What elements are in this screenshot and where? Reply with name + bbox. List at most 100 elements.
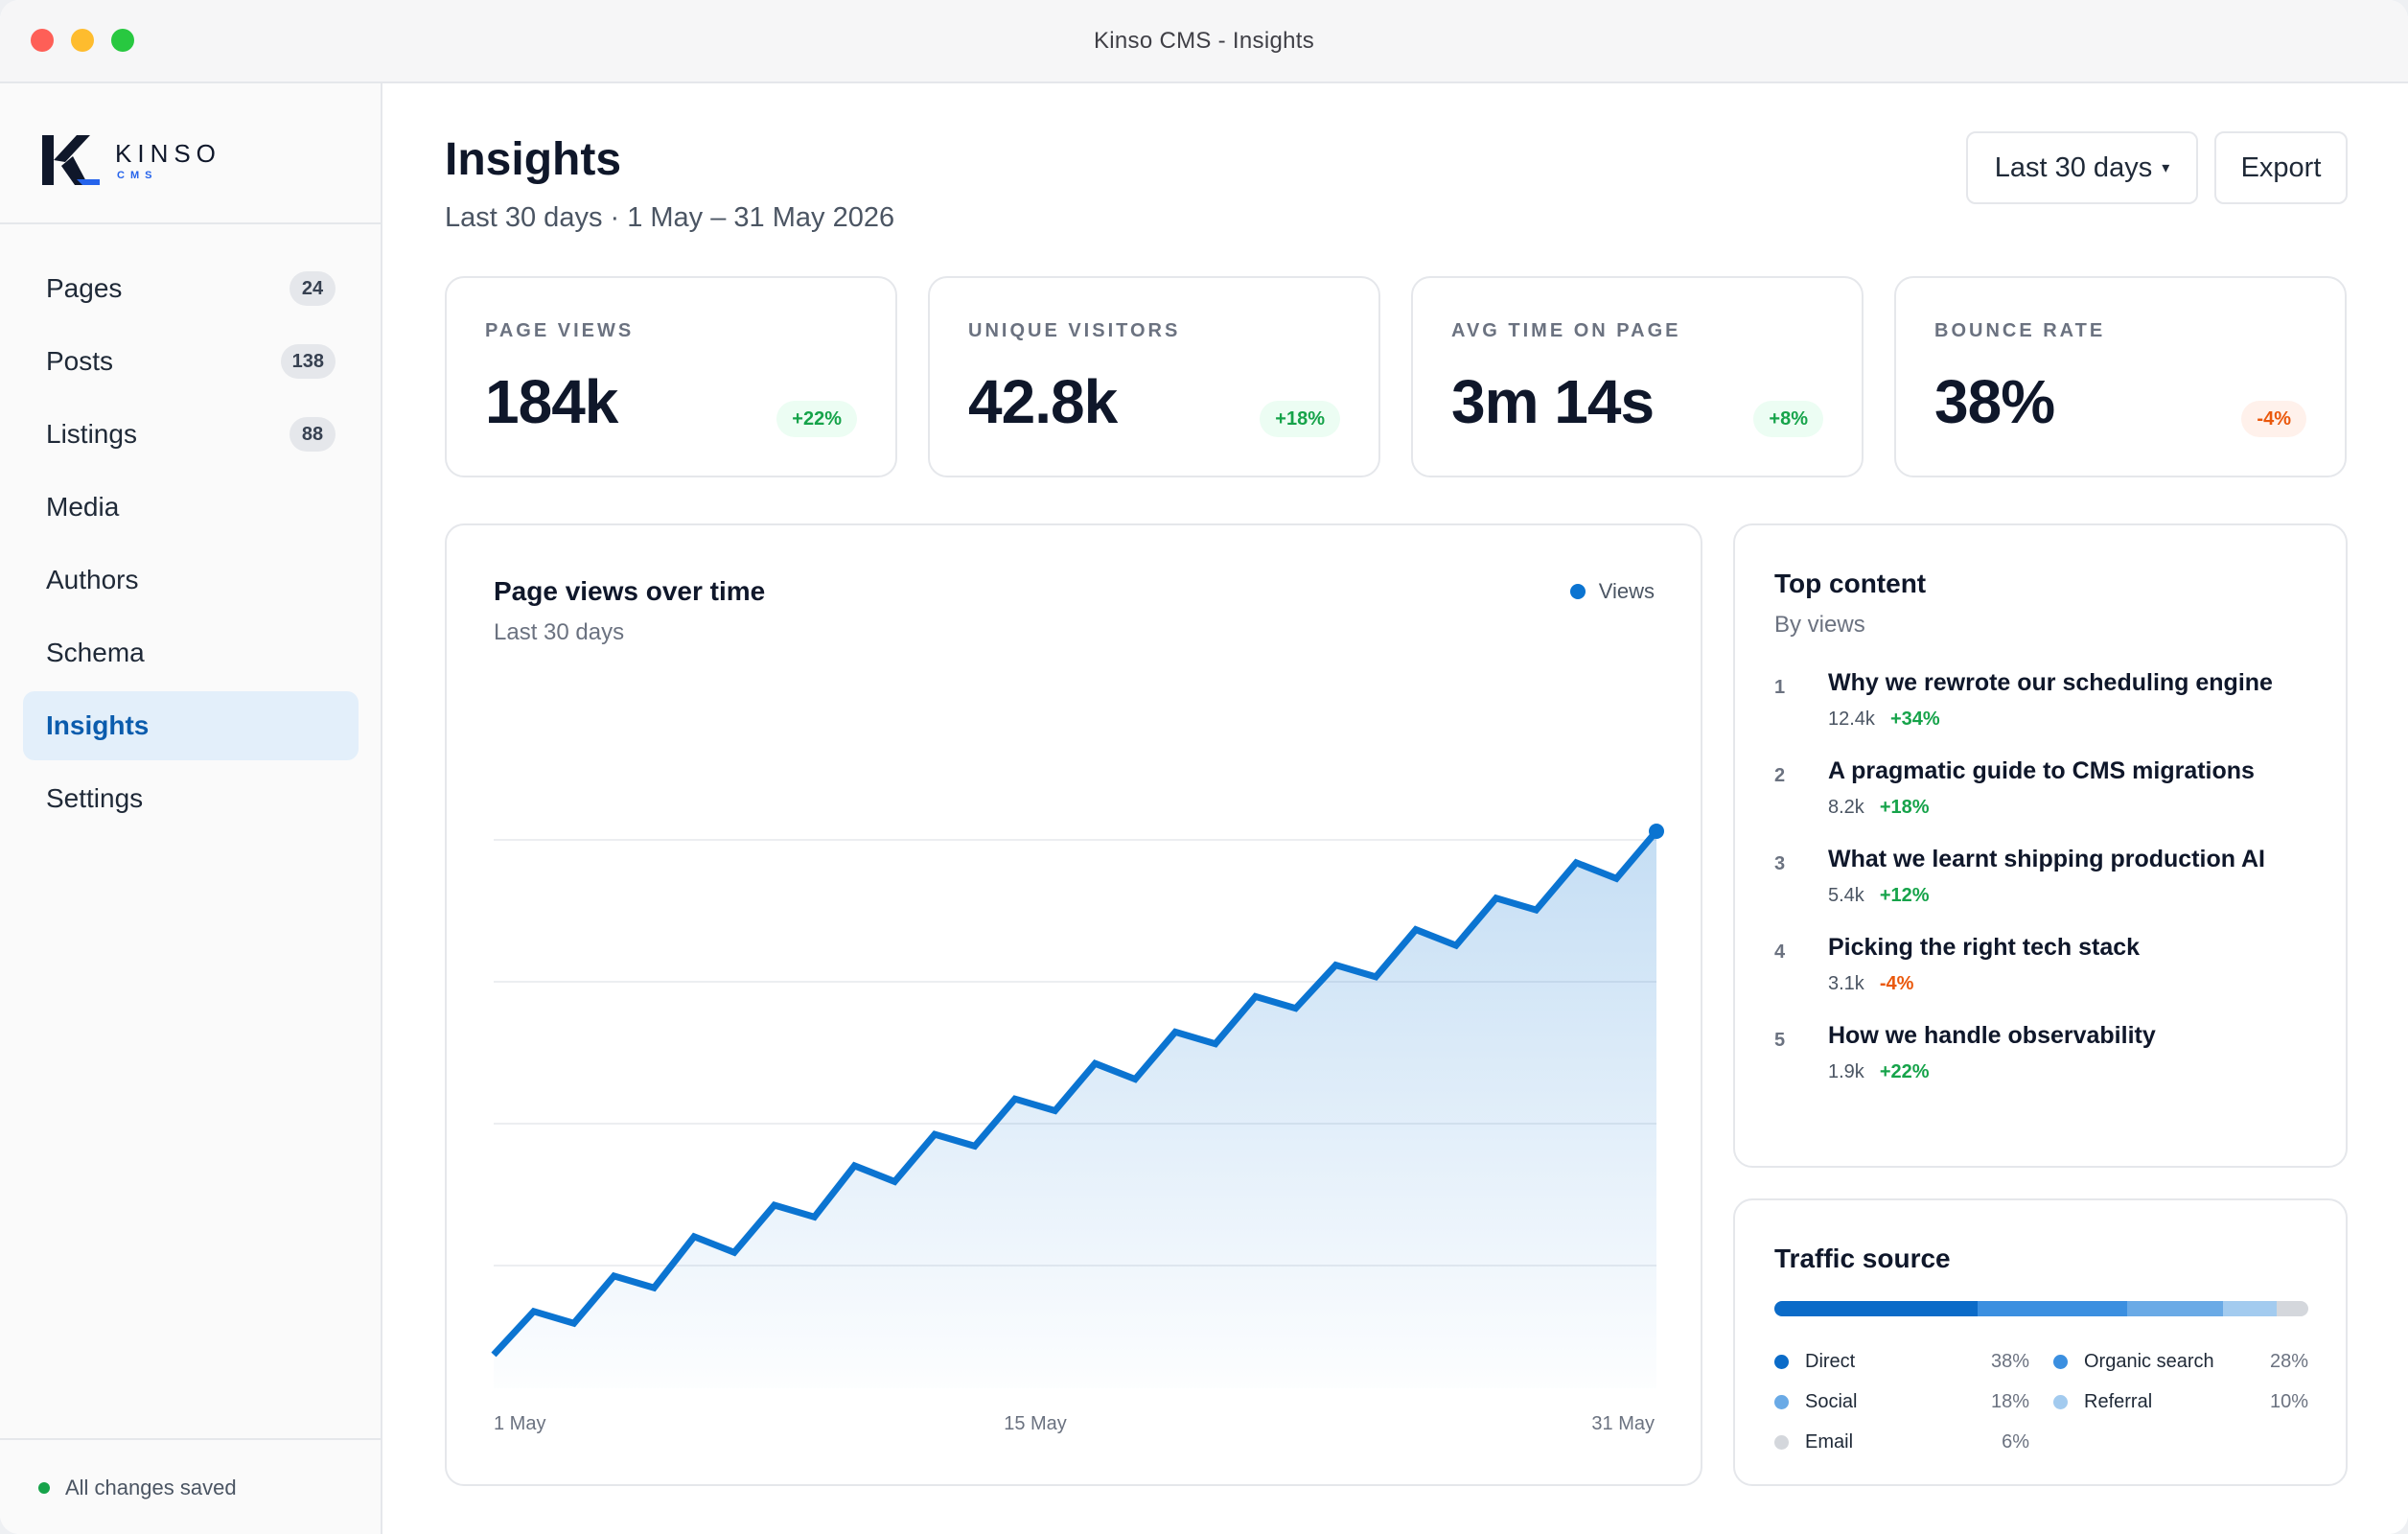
kpi-delta-badge: +8% [1753,401,1823,437]
content-title-link[interactable]: What we learnt shipping production AI [1828,846,2266,872]
sidebar-item-settings[interactable]: Settings [23,764,359,833]
traffic-segment-direct [1774,1301,1978,1316]
sidebar-item-label: Media [46,492,120,522]
views-series-line [491,828,1659,1358]
top-content-title: Top content [1774,569,1927,598]
save-status: All changes saved [38,1476,237,1500]
sidebar-item-label: Authors [46,565,139,594]
top-content-item[interactable]: 1 Why we rewrote our scheduling engine 12.… [1774,669,2311,757]
sidebar-nav: Pages 24 Posts 138 Listings 88 Media Authors Sch… [23,254,359,837]
maximize-window-button[interactable] [111,29,134,52]
sidebar-item-pages[interactable]: Pages 24 [23,254,359,323]
date-range-label: Last 30 days [1994,151,2153,183]
traffic-legend-email: Email 6% [1774,1423,2029,1461]
legend-dot-icon [1774,1434,1789,1450]
status-dot-icon [38,1482,50,1494]
brand-logo[interactable]: KINSO CMS [40,122,221,198]
sidebar: KINSO CMS Pages 24 Posts 138 Listings 88 Media… [0,83,382,1534]
page-subtitle: Last 30 days · 1 May – 31 May 2026 [445,202,895,233]
content-meta: 8.2k +18% [1828,797,1930,819]
legend-label: Views [1598,579,1655,603]
source-name: Social [1805,1390,1858,1412]
sidebar-divider [0,222,381,224]
sidebar-footer-divider [0,1438,381,1440]
delta-value: +34% [1889,709,1940,730]
source-percent: 38% [1990,1350,2029,1372]
source-name: Direct [1805,1350,1856,1372]
sidebar-item-authors[interactable]: Authors [23,546,359,615]
traffic-legend-organic-search: Organic search 28% [2053,1342,2308,1381]
views-area [494,831,1656,1388]
minimize-window-button[interactable] [71,29,94,52]
top-content-item[interactable]: 5 How we handle observability 1.9k +22% [1774,1022,2311,1110]
traffic-source-card: Traffic source Direct 38% Organic search 28… [1733,1198,2348,1486]
legend-dot-icon [1774,1394,1789,1409]
top-content-item[interactable]: 4 Picking the right tech stack 3.1k -4% [1774,934,2311,1022]
traffic-segment-social [2126,1301,2223,1316]
latest-data-point [1649,824,1664,839]
top-content-card: Top content By views 1 Why we rewrote our… [1733,523,2348,1168]
count-badge: 24 [289,271,336,306]
sidebar-item-media[interactable]: Media [23,473,359,542]
save-status-text: All changes saved [65,1476,237,1499]
title-bar: Kinso CMS - Insights [0,0,2408,83]
rank-number: 4 [1774,941,1786,963]
traffic-segment-referral [2222,1301,2277,1316]
window-controls [31,29,134,52]
delta-value: +12% [1879,885,1930,906]
sidebar-item-label: Schema [46,638,145,667]
traffic-segment-organic-search [1977,1301,2127,1316]
view-count: 3.1k [1828,973,1864,994]
legend-dot-icon [1774,1354,1789,1369]
page-views-chart-card: Page views over time Last 30 days Views … [445,523,1702,1486]
kinso-logo-icon [42,135,100,185]
content-meta: 5.4k +12% [1828,885,1930,907]
x-tick-label: 1 May [494,1413,546,1434]
sidebar-item-listings[interactable]: Listings 88 [23,400,359,469]
page-views-chart [491,824,1664,1388]
delta-value: -4% [1879,973,1914,994]
kpi-delta-badge: +18% [1260,401,1340,437]
top-content-list: 1 Why we rewrote our scheduling engine 12.… [1774,669,2311,1110]
view-count: 8.2k [1828,797,1864,818]
chart-subtitle: Last 30 days [494,619,625,645]
top-content-item[interactable]: 2 A pragmatic guide to CMS migrations 8.2k… [1774,757,2311,846]
page-title: Insights [445,134,622,185]
source-name: Organic search [2084,1350,2214,1372]
export-button[interactable]: Export [2214,131,2348,204]
sidebar-item-label: Posts [46,346,114,376]
sidebar-item-schema[interactable]: Schema [23,618,359,687]
content-meta: 12.4k +34% [1828,709,1940,731]
sidebar-item-posts[interactable]: Posts 138 [23,327,359,396]
top-content-item[interactable]: 3 What we learnt shipping production AI 5.… [1774,846,2311,934]
date-range-select[interactable]: Last 30 days ▾ [1966,131,2198,204]
kpi-value: 38% [1934,367,2055,436]
source-name: Email [1805,1430,1854,1453]
kpi-value: 3m 14s [1451,367,1655,436]
traffic-source-title: Traffic source [1774,1243,1951,1273]
sidebar-item-insights[interactable]: Insights [23,691,359,760]
sidebar-item-label: Insights [46,710,150,740]
brand-subtitle: CMS [117,170,158,181]
count-badge: 88 [289,417,336,452]
rank-number: 5 [1774,1030,1786,1051]
traffic-stacked-bar [1774,1301,2308,1316]
content-title-link[interactable]: Why we rewrote our scheduling engine [1828,669,2273,696]
x-tick-label: 31 May [1591,1413,1655,1434]
window-title: Kinso CMS - Insights [1093,27,1315,54]
kpi-label: UNIQUE VISITORS [968,320,1181,341]
content-title-link[interactable]: Picking the right tech stack [1828,934,2141,961]
rank-number: 3 [1774,853,1786,874]
content-title-link[interactable]: How we handle observability [1828,1022,2156,1049]
content-title-link[interactable]: A pragmatic guide to CMS migrations [1828,757,2255,784]
chart-title: Page views over time [494,576,766,606]
kpi-value: 42.8k [968,367,1118,436]
delta-value: +18% [1879,797,1930,818]
kpi-delta-badge: -4% [2241,401,2306,437]
close-window-button[interactable] [31,29,54,52]
legend-dot-icon [1569,584,1586,599]
source-percent: 10% [2269,1390,2308,1412]
kpi-label: PAGE VIEWS [485,320,635,341]
sidebar-item-label: Pages [46,273,123,303]
